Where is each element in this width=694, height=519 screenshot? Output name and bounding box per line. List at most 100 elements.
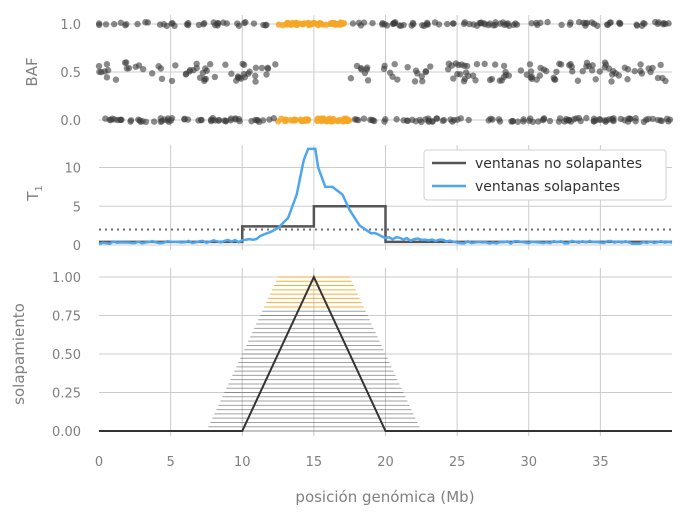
baf-point	[419, 22, 426, 29]
baf-point	[539, 116, 546, 124]
baf-point	[654, 116, 662, 124]
baf-point	[215, 116, 223, 124]
baf-point	[609, 116, 617, 124]
window-bands	[206, 276, 422, 432]
baf-point	[341, 116, 348, 124]
baf-point	[101, 68, 108, 75]
y-tick-label: 0.25	[52, 387, 81, 402]
baf-point	[450, 20, 457, 27]
series-line-nonoverlapping	[99, 205, 672, 244]
baf-point	[422, 68, 430, 76]
x-tick-label: 20	[377, 455, 394, 470]
baf-point	[355, 116, 362, 124]
baf-point	[589, 62, 596, 69]
y-tick-label: 0.00	[52, 425, 81, 440]
baf-point	[514, 118, 522, 125]
x-tick-label: 10	[234, 455, 251, 470]
baf-point	[602, 118, 609, 125]
baf-point	[569, 68, 576, 75]
baf-point	[496, 118, 504, 125]
baf-point	[590, 115, 598, 122]
baf-point	[181, 115, 188, 123]
baf-point	[444, 20, 451, 28]
baf-point	[427, 63, 434, 70]
y-tick-label: 0.5	[60, 66, 81, 81]
baf-point	[659, 21, 667, 28]
baf-point	[193, 64, 200, 72]
y-tick-label: 0	[73, 239, 81, 254]
baf-point	[418, 73, 426, 80]
baf-point	[528, 75, 536, 83]
overlap-triangle-line	[99, 274, 672, 432]
baf-point	[201, 20, 208, 27]
baf-point	[488, 75, 496, 83]
baf-point	[558, 21, 565, 29]
baf-point	[127, 117, 135, 124]
legend-label-nonoverlapping: ventanas no solapantes	[475, 156, 642, 172]
baf-point	[596, 68, 604, 75]
baf-point	[242, 19, 249, 26]
baf-point	[172, 62, 179, 69]
baf-point	[631, 67, 638, 75]
baf-point	[615, 19, 623, 27]
baf-point	[349, 20, 357, 27]
baf-point	[96, 68, 103, 76]
baf-point	[615, 72, 623, 79]
baf-point	[557, 61, 565, 68]
baf-point	[510, 21, 517, 29]
baf-point	[250, 20, 258, 27]
t1-panel: 10 5 0 T1 ventanas no solapantes ventanas …	[24, 145, 673, 254]
baf-point	[102, 115, 109, 122]
baf-point	[579, 67, 586, 75]
baf-point	[236, 74, 243, 81]
baf-point	[117, 19, 125, 26]
baf-point	[303, 116, 311, 123]
baf-point	[654, 20, 661, 28]
baf-point	[158, 75, 166, 83]
baf-point	[412, 67, 420, 74]
baf-point	[533, 19, 540, 27]
baf-point	[297, 116, 304, 123]
baf-point	[633, 22, 641, 29]
baf-panel: 1.0 0.5 0.0 BAF	[23, 15, 674, 129]
baf-point	[314, 115, 322, 122]
baf-point	[601, 59, 609, 66]
baf-point	[477, 20, 484, 27]
baf-point	[465, 116, 472, 124]
baf-ylabel: BAF	[23, 57, 41, 86]
baf-point	[279, 21, 287, 29]
baf-point	[357, 64, 365, 72]
baf-point	[132, 63, 139, 70]
baf-point	[487, 115, 494, 123]
x-tick-label: 0	[95, 455, 103, 470]
baf-point	[258, 64, 266, 72]
baf-point	[642, 116, 650, 123]
baf-point	[565, 116, 572, 124]
baf-point	[123, 65, 131, 72]
baf-point	[533, 76, 540, 83]
baf-point	[486, 20, 494, 27]
baf-point	[156, 21, 164, 28]
baf-point	[206, 61, 214, 68]
baf-point	[662, 77, 669, 85]
baf-point	[134, 20, 141, 28]
baf-point	[546, 117, 554, 125]
x-tick-label: 35	[592, 455, 609, 470]
baf-point	[135, 116, 142, 123]
baf-point	[117, 116, 124, 123]
baf-point	[594, 22, 601, 29]
baf-point	[260, 21, 267, 29]
baf-point	[144, 19, 152, 26]
baf-point	[102, 21, 110, 28]
baf-point	[460, 20, 468, 28]
baf-point	[139, 65, 147, 73]
baf-point	[360, 19, 368, 26]
baf-point	[148, 70, 156, 77]
series-line-overlapping	[98, 147, 673, 246]
baf-point	[527, 68, 535, 75]
baf-point	[369, 19, 376, 27]
baf-point	[632, 118, 639, 125]
baf-point	[252, 64, 260, 72]
baf-point	[607, 19, 614, 26]
baf-point	[470, 21, 477, 28]
